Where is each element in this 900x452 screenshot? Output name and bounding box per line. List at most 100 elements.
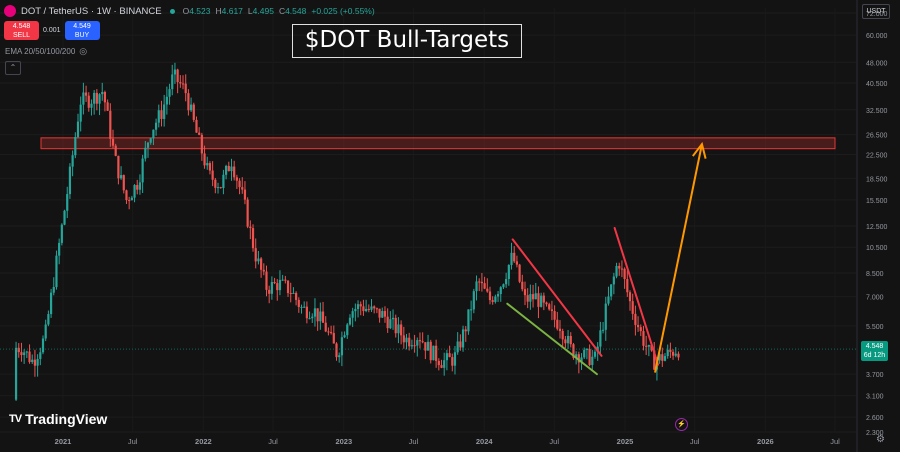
candle-body (636, 324, 640, 328)
currency-selector[interactable]: USDT (862, 4, 890, 19)
candle-body (262, 269, 265, 272)
candle-body (176, 69, 179, 83)
lightning-icon[interactable]: ⚡ (675, 418, 688, 431)
candle-body (461, 329, 465, 348)
candle-body (488, 291, 492, 301)
candle-body (558, 328, 562, 331)
candle-body (20, 352, 23, 356)
y-tick-label: 7.000 (866, 295, 884, 302)
y-tick-label: 72.000 (866, 11, 888, 18)
candle-body (173, 69, 177, 75)
candle-body (642, 331, 645, 346)
candle-body (585, 348, 589, 350)
candle-body (227, 165, 230, 172)
candle-body (25, 351, 28, 353)
candle-body (540, 295, 543, 307)
candle-body (122, 175, 125, 191)
x-tick-label: 2026 (757, 437, 774, 446)
candle-body (475, 281, 478, 292)
candle-body (187, 93, 190, 111)
candle-body (289, 293, 292, 295)
candle-body (459, 341, 462, 348)
candle-body (351, 311, 354, 318)
candle-body (626, 279, 629, 293)
candle-body (195, 119, 198, 133)
candle-body (453, 352, 457, 366)
candle-body (418, 340, 422, 342)
candle-body (224, 165, 228, 175)
candle-body (216, 187, 220, 189)
candle-body (338, 355, 341, 358)
candle-body (311, 316, 314, 319)
candle-body (246, 199, 249, 227)
candle-body (270, 282, 273, 294)
upper-trendline-2 (613, 226, 660, 366)
candle-body (607, 296, 610, 304)
collapse-legend-button[interactable]: ⌃ (5, 61, 21, 75)
candle-body (505, 279, 508, 285)
candle-body (39, 352, 42, 359)
last-price-tag: 4.548 6d 12h (861, 341, 888, 361)
candle-body (548, 304, 551, 310)
candle-body (144, 147, 147, 159)
candle-body (402, 335, 405, 343)
candle-body (491, 300, 494, 302)
symbol-title[interactable]: DOT / TetherUS · 1W · BINANCE (21, 5, 162, 17)
candle-body (90, 103, 93, 108)
candle-body (321, 311, 325, 323)
x-tick-label: Jul (128, 437, 138, 446)
candle-body (44, 324, 47, 339)
candle-body (612, 276, 615, 285)
candle-body (49, 292, 53, 315)
candle-body (208, 163, 212, 171)
candle-body (647, 345, 650, 347)
candle-body (618, 265, 621, 269)
candle-body (529, 294, 532, 302)
candle-body (599, 330, 602, 347)
candle-body (33, 359, 37, 366)
price-axis[interactable]: 72.000 60.000 48.000 40.500 32.500 26.500 22.5… (856, 0, 888, 452)
candle-body (496, 294, 500, 297)
candle-body (343, 335, 346, 338)
candle-body (663, 356, 667, 361)
y-tick-label: 10.500 (866, 245, 888, 252)
candle-body (278, 279, 282, 291)
candle-body (615, 265, 618, 277)
candle-body (181, 83, 185, 85)
candle-body (523, 289, 527, 296)
candle-body (152, 129, 155, 139)
candle-body (111, 138, 115, 146)
sell-button[interactable]: 4.548 SELL (4, 21, 39, 40)
candle-body (513, 252, 516, 262)
candle-body (674, 353, 677, 356)
candle-body (335, 343, 338, 358)
candle-body (426, 341, 430, 351)
buy-button[interactable]: 4.549 BUY (64, 21, 100, 40)
candle-body (55, 255, 58, 288)
chart-title: $DOT Bull-Targets (292, 24, 522, 58)
candle-body (408, 337, 411, 347)
settings-gear-icon[interactable]: ⚙ (876, 434, 885, 445)
candle-body (510, 252, 513, 266)
candle-body (168, 89, 171, 97)
y-tick-label: 5.500 (866, 324, 884, 331)
candle-body (362, 306, 365, 312)
x-tick-label: 2023 (335, 437, 352, 446)
y-tick-label: 60.000 (866, 33, 888, 40)
candle-body (130, 197, 133, 201)
candlestick-series (0, 62, 856, 401)
time-axis[interactable]: 2021 Jul 2022 Jul 2023 Jul 2024 Jul 2025 Jul 2026 J… (55, 437, 840, 446)
candle-body (348, 317, 352, 325)
candle-body (677, 353, 680, 358)
x-tick-label: 2025 (617, 437, 634, 446)
candle-body (206, 163, 209, 166)
candle-body (71, 155, 74, 167)
candle-body (138, 182, 142, 190)
candle-body (448, 353, 451, 358)
indicator-legend[interactable]: EMA 20/50/100/200 ◎ (5, 46, 87, 57)
tradingview-logo[interactable]: TV TradingView (9, 411, 107, 427)
candle-body (128, 200, 131, 202)
candle-body (146, 142, 150, 148)
eye-icon[interactable]: ◎ (79, 46, 88, 56)
